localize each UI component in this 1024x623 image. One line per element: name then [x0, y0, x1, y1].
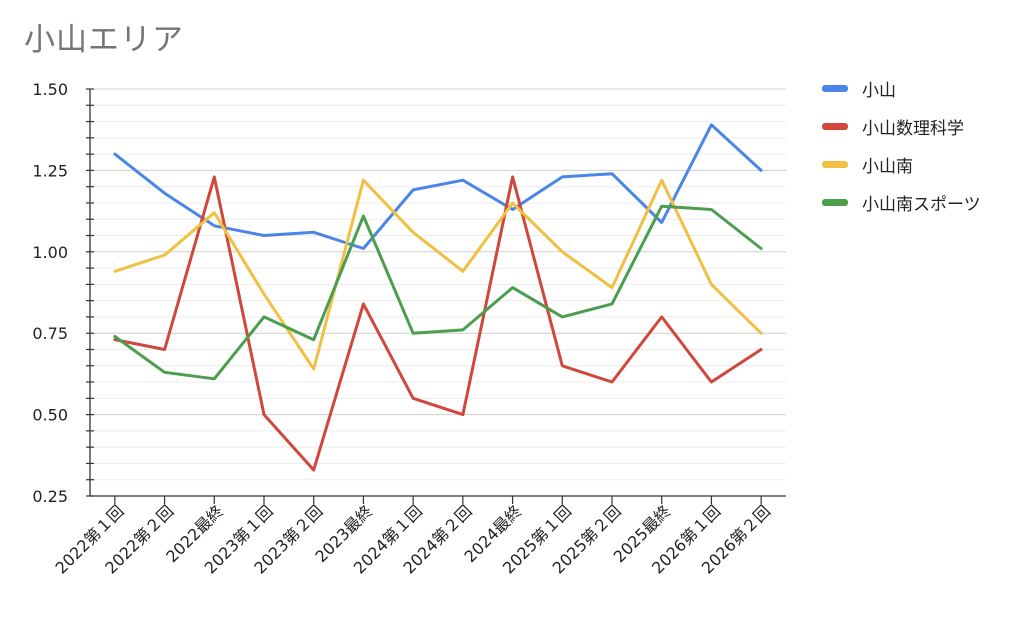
- y-tick-label: 1.00: [32, 243, 68, 262]
- y-tick-label: 0.50: [32, 406, 68, 425]
- legend-swatch: [822, 122, 848, 130]
- series-line: [113, 204, 763, 381]
- legend-label: 小山: [862, 80, 896, 101]
- axes: [86, 88, 786, 504]
- legend-label: 小山南: [862, 156, 913, 177]
- legend-label: 小山南スポーツ: [862, 194, 981, 215]
- legend-item[interactable]: 小山南スポーツ: [822, 192, 981, 215]
- y-tick-label: 1.50: [32, 80, 68, 99]
- legend-item[interactable]: 小山数理科学: [822, 116, 981, 139]
- legend-item[interactable]: 小山: [822, 78, 981, 101]
- series-line: [113, 178, 763, 371]
- y-tick-label: 1.25: [32, 161, 68, 180]
- series-line: [113, 175, 763, 472]
- legend: 小山 小山数理科学 小山南 小山南スポーツ: [822, 78, 981, 230]
- y-tick-label: 0.75: [32, 324, 68, 343]
- gridlines: [90, 88, 786, 481]
- legend-swatch: [822, 84, 848, 92]
- legend-label: 小山数理科学: [862, 118, 964, 139]
- legend-swatch: [822, 160, 848, 168]
- series-lines: [113, 123, 763, 472]
- legend-item[interactable]: 小山南: [822, 154, 981, 177]
- y-tick-label: 0.25: [32, 487, 68, 506]
- chart-title: 小山エリア: [24, 22, 184, 58]
- legend-swatch: [822, 198, 848, 206]
- tick-labels: 0.250.500.751.001.251.502022第１回2022第２回20…: [32, 80, 774, 578]
